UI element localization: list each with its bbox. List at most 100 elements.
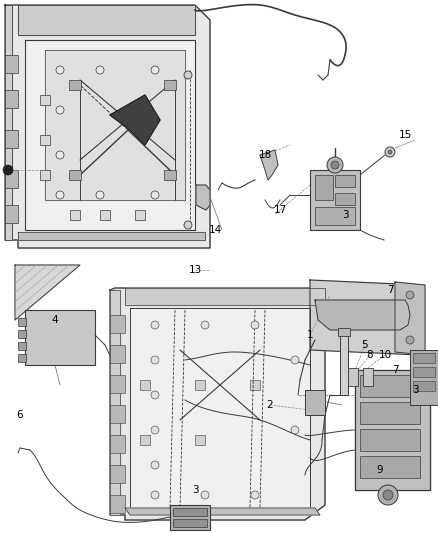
Polygon shape: [130, 308, 310, 508]
Polygon shape: [110, 288, 325, 520]
Bar: [110, 315, 125, 333]
Bar: [173, 508, 207, 516]
Circle shape: [3, 165, 13, 175]
Bar: [413, 367, 435, 377]
Polygon shape: [110, 95, 160, 145]
Circle shape: [383, 490, 393, 500]
Bar: [40, 170, 50, 180]
Polygon shape: [5, 5, 12, 240]
Circle shape: [406, 336, 414, 344]
Bar: [18, 318, 26, 326]
Bar: [360, 429, 420, 451]
Bar: [164, 80, 176, 90]
Circle shape: [96, 66, 104, 74]
Bar: [40, 135, 50, 145]
Circle shape: [378, 485, 398, 505]
Circle shape: [291, 426, 299, 434]
Bar: [305, 390, 325, 415]
Bar: [164, 170, 176, 180]
Bar: [18, 330, 26, 338]
Bar: [5, 55, 18, 73]
Text: 10: 10: [378, 350, 392, 360]
Polygon shape: [196, 185, 210, 210]
Text: 9: 9: [377, 465, 383, 475]
Bar: [110, 375, 125, 393]
Bar: [110, 405, 125, 423]
Bar: [413, 353, 435, 363]
Bar: [348, 368, 358, 386]
Bar: [410, 350, 438, 405]
Bar: [110, 345, 125, 363]
Bar: [315, 207, 355, 225]
Bar: [335, 193, 355, 205]
Circle shape: [151, 391, 159, 399]
Text: 1: 1: [307, 330, 313, 340]
Polygon shape: [355, 370, 430, 490]
Circle shape: [388, 150, 392, 154]
Circle shape: [331, 161, 339, 169]
Bar: [315, 175, 333, 200]
Circle shape: [56, 191, 64, 199]
Bar: [40, 95, 50, 105]
Bar: [310, 170, 360, 230]
Bar: [195, 435, 205, 445]
Circle shape: [251, 321, 259, 329]
Circle shape: [56, 66, 64, 74]
Circle shape: [184, 71, 192, 79]
Bar: [250, 380, 260, 390]
Polygon shape: [5, 5, 210, 248]
Text: 8: 8: [367, 350, 373, 360]
Bar: [140, 435, 150, 445]
Text: 18: 18: [258, 150, 272, 160]
Circle shape: [151, 356, 159, 364]
Polygon shape: [45, 50, 185, 200]
Circle shape: [151, 491, 159, 499]
Polygon shape: [18, 5, 195, 35]
Circle shape: [251, 491, 259, 499]
Circle shape: [327, 157, 343, 173]
Polygon shape: [315, 300, 410, 330]
Text: 2: 2: [267, 400, 273, 410]
Bar: [5, 170, 18, 188]
Bar: [360, 375, 420, 397]
Circle shape: [56, 106, 64, 114]
Bar: [360, 402, 420, 424]
Bar: [70, 210, 80, 220]
Bar: [5, 90, 18, 108]
Bar: [25, 310, 95, 365]
Text: 3: 3: [342, 210, 348, 220]
Bar: [110, 465, 125, 483]
Bar: [340, 330, 348, 395]
Bar: [110, 495, 125, 513]
Circle shape: [291, 356, 299, 364]
Text: 7: 7: [387, 285, 393, 295]
Circle shape: [151, 426, 159, 434]
Circle shape: [385, 147, 395, 157]
Bar: [338, 328, 350, 336]
Circle shape: [151, 66, 159, 74]
Bar: [69, 170, 81, 180]
Bar: [5, 205, 18, 223]
Circle shape: [96, 191, 104, 199]
Polygon shape: [395, 282, 425, 355]
Text: 13: 13: [188, 265, 201, 275]
Circle shape: [151, 321, 159, 329]
Text: 3: 3: [412, 385, 418, 395]
Polygon shape: [310, 280, 420, 355]
Bar: [5, 130, 18, 148]
Text: 7: 7: [392, 365, 398, 375]
Text: 17: 17: [273, 205, 286, 215]
Bar: [135, 210, 145, 220]
Polygon shape: [110, 290, 120, 515]
Bar: [18, 354, 26, 362]
Polygon shape: [260, 150, 278, 180]
Bar: [100, 210, 110, 220]
Circle shape: [406, 291, 414, 299]
Bar: [170, 505, 210, 530]
Bar: [69, 80, 81, 90]
Bar: [195, 380, 205, 390]
Polygon shape: [15, 265, 80, 320]
Polygon shape: [125, 508, 320, 515]
Circle shape: [201, 321, 209, 329]
Bar: [140, 380, 150, 390]
